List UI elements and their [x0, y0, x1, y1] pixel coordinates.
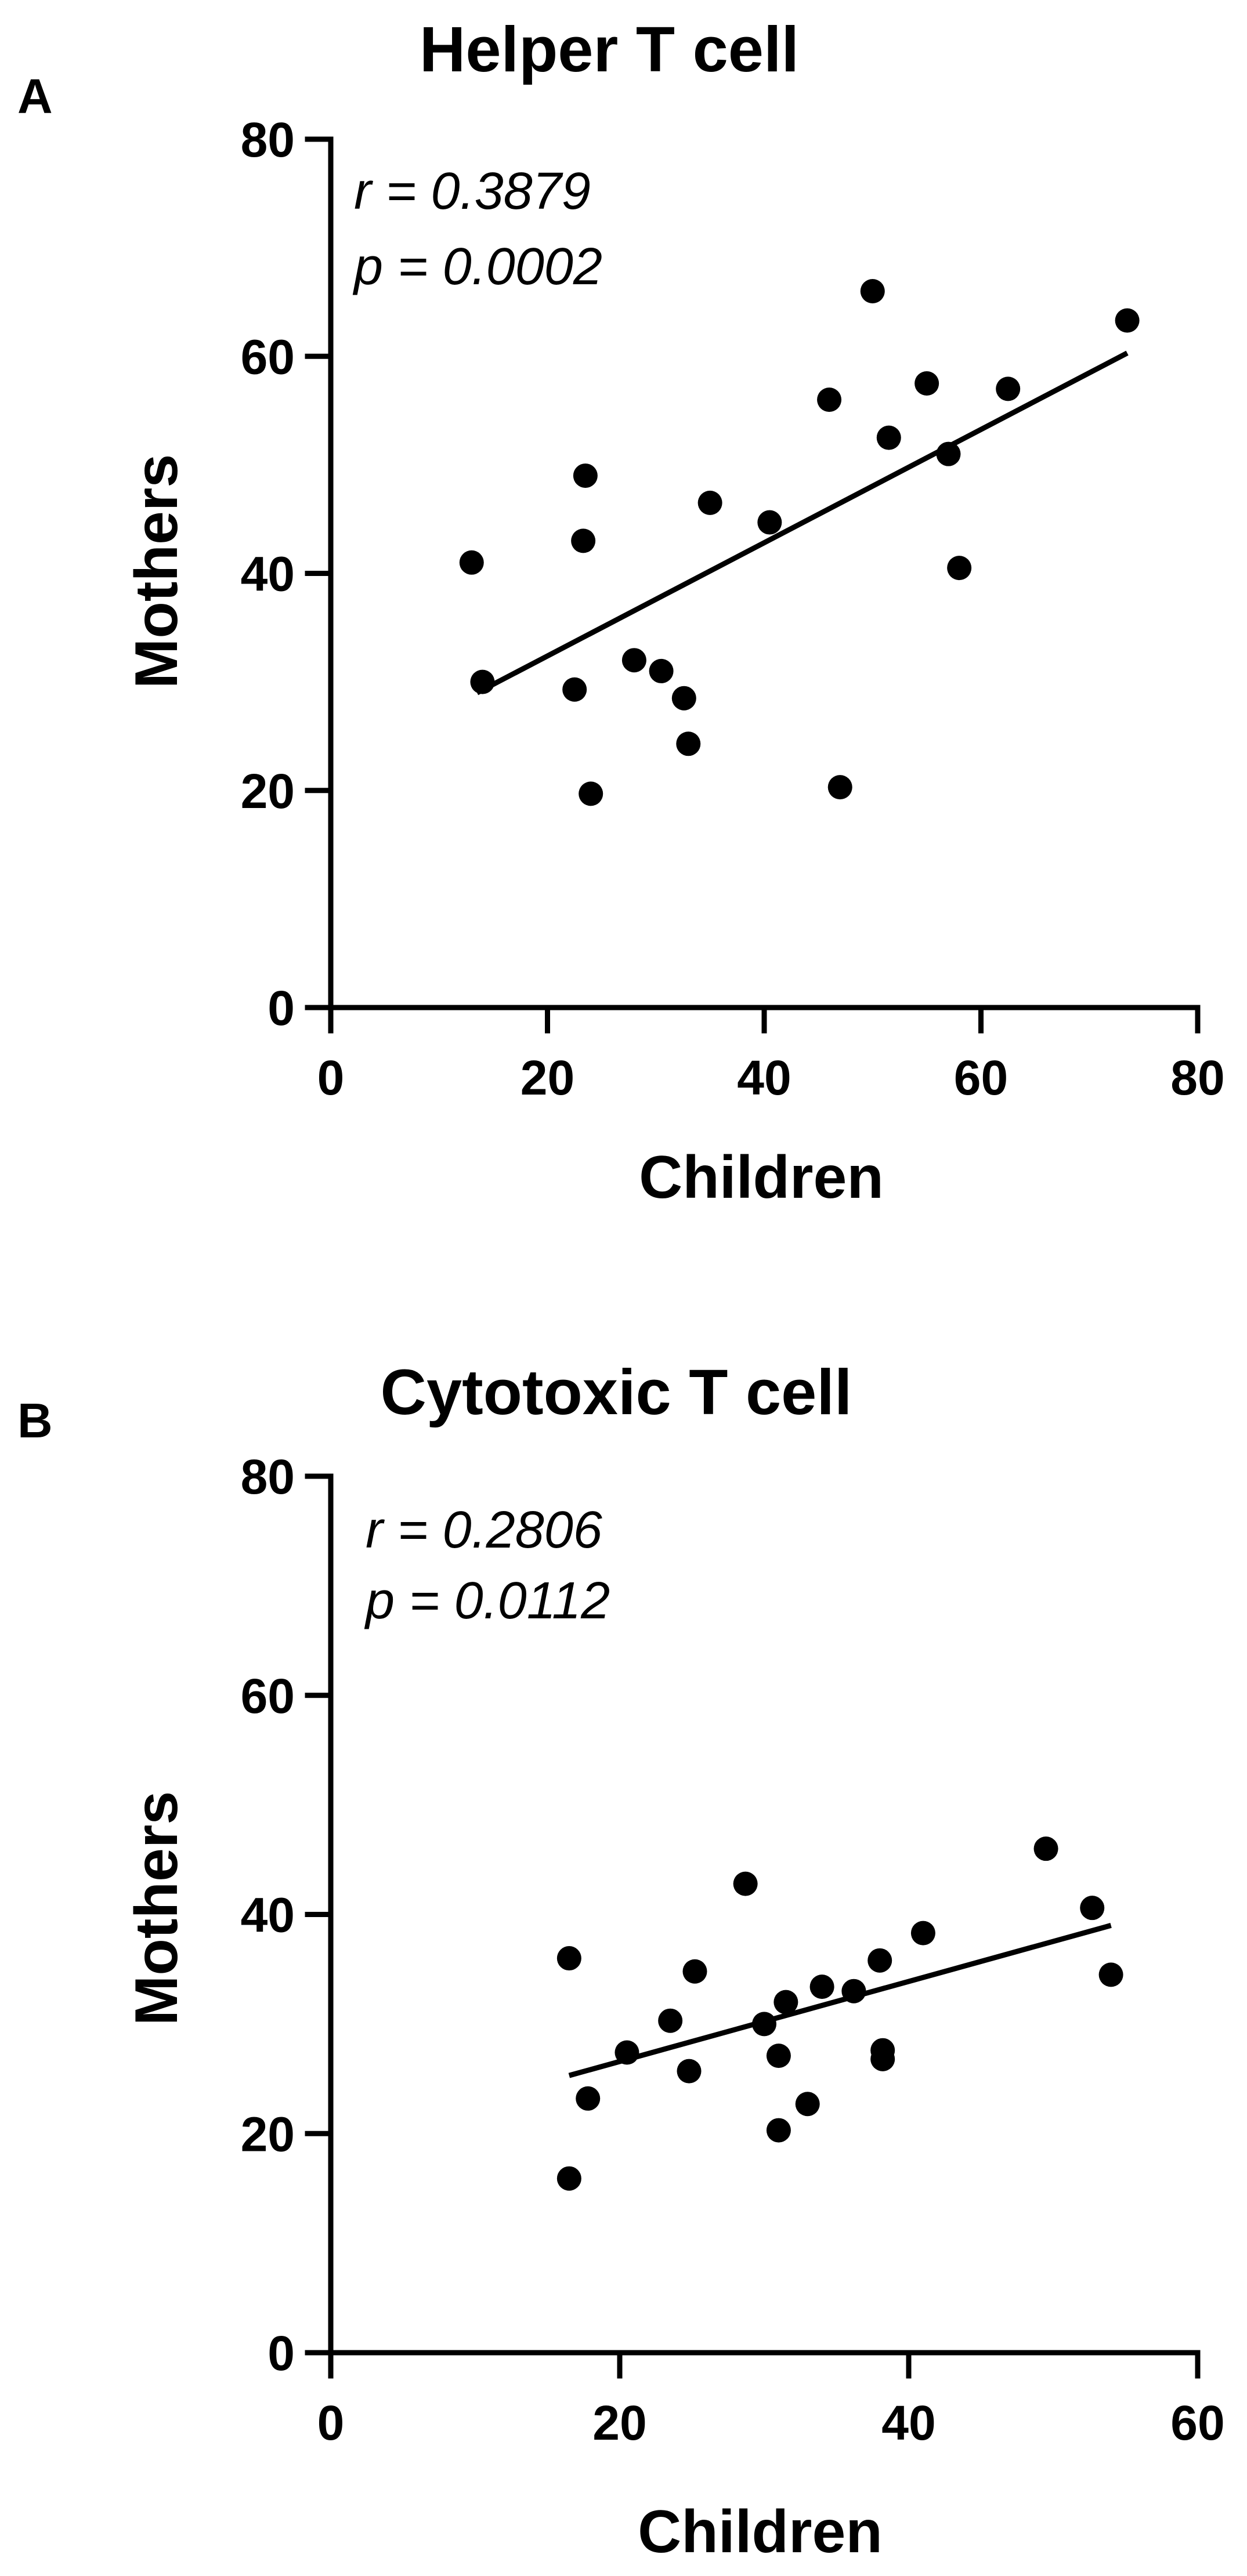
x-tick-label: 20	[521, 1050, 574, 1105]
regression-line-group	[568, 1923, 1112, 2078]
y-tick-label: 60	[241, 1669, 295, 1723]
scatter-points	[556, 1836, 1123, 2191]
data-point	[1098, 1962, 1123, 1987]
data-point	[682, 1959, 707, 1984]
data-point	[733, 1871, 758, 1896]
data-point	[870, 2046, 895, 2071]
y-tick-label: 20	[241, 2107, 295, 2161]
panel-letter-b: B	[17, 1393, 53, 1448]
data-point	[649, 658, 674, 683]
data-point	[860, 278, 885, 303]
chart-title: Helper T cell	[420, 14, 799, 85]
chart-title: Cytotoxic T cell	[381, 1357, 852, 1428]
r-value: r = 0.3879	[354, 162, 591, 220]
y-tick-label: 80	[241, 113, 295, 167]
y-tick-label: 40	[241, 547, 295, 602]
data-point	[766, 2044, 791, 2068]
x-tick-label: 0	[317, 1050, 345, 1105]
data-point	[556, 2166, 581, 2191]
x-tick-label: 80	[1170, 1050, 1224, 1105]
data-point	[876, 425, 901, 450]
data-point	[910, 1921, 935, 1945]
scatter-points	[459, 278, 1140, 806]
x-tick-label: 20	[592, 2396, 646, 2450]
data-point	[841, 1979, 866, 2003]
x-tick-label: 40	[881, 2396, 935, 2450]
p-value: p = 0.0112	[364, 1572, 610, 1630]
y-tick-label: 0	[268, 2326, 295, 2381]
panel-letter-a: A	[17, 69, 53, 124]
data-point	[556, 1946, 581, 1971]
x-tick-label: 60	[1170, 2396, 1224, 2450]
r-value: r = 0.2806	[366, 1501, 603, 1559]
regression-line	[568, 1923, 1112, 2078]
panel-b: B Cytotoxic T cell r = 0.2806 p = 0.0112…	[17, 1357, 1225, 2566]
data-point	[579, 781, 603, 806]
data-point	[817, 387, 842, 412]
data-point	[915, 371, 939, 396]
data-point	[1115, 308, 1140, 333]
regression-line	[476, 350, 1129, 695]
data-point	[752, 2012, 776, 2037]
data-point	[677, 2059, 702, 2084]
data-point	[576, 2086, 601, 2111]
y-tick-label: 40	[241, 1888, 295, 1943]
data-point	[697, 490, 722, 515]
data-point	[1080, 1896, 1105, 1921]
y-tick-label: 60	[241, 329, 295, 384]
y-axis-label: Mothers	[123, 1791, 190, 2026]
p-value: p = 0.0002	[352, 238, 602, 296]
data-point	[766, 2118, 791, 2143]
data-point	[615, 2040, 639, 2065]
data-point	[773, 1990, 798, 2015]
data-point	[470, 669, 495, 694]
data-point	[947, 556, 972, 581]
y-tick-label: 80	[241, 1450, 295, 1504]
y-tick-label: 20	[241, 764, 295, 818]
x-ticks: 0 20 40 60	[317, 2350, 1225, 2450]
data-point	[676, 731, 701, 756]
panel-a: A Helper T cell r = 0.3879 p = 0.0002 Ch…	[17, 14, 1225, 1211]
y-axis-label: Mothers	[123, 454, 190, 689]
regression-line-group	[476, 350, 1129, 695]
x-tick-label: 60	[954, 1050, 1008, 1105]
x-tick-label: 0	[317, 2396, 345, 2450]
data-point	[571, 528, 596, 553]
x-axis-label: Children	[638, 2498, 883, 2566]
data-point	[868, 1948, 892, 1973]
data-point	[795, 2092, 820, 2117]
data-point	[996, 376, 1021, 401]
data-point	[827, 775, 852, 800]
data-point	[936, 441, 961, 466]
data-point	[658, 2008, 683, 2033]
y-ticks: 0 20 40 60 80	[241, 1450, 334, 2381]
x-tick-label: 40	[737, 1050, 791, 1105]
data-point	[562, 677, 587, 702]
data-point	[1033, 1836, 1058, 1861]
data-point	[621, 648, 646, 673]
x-axis-label: Children	[639, 1144, 884, 1211]
data-point	[573, 463, 598, 488]
y-ticks: 0 20 40 60 80	[241, 113, 334, 1035]
data-point	[757, 510, 782, 535]
data-point	[671, 686, 696, 711]
data-point	[459, 550, 484, 575]
x-ticks: 0 20 40 60 80	[317, 1005, 1225, 1105]
data-point	[809, 1974, 834, 1999]
y-tick-label: 0	[268, 981, 295, 1035]
